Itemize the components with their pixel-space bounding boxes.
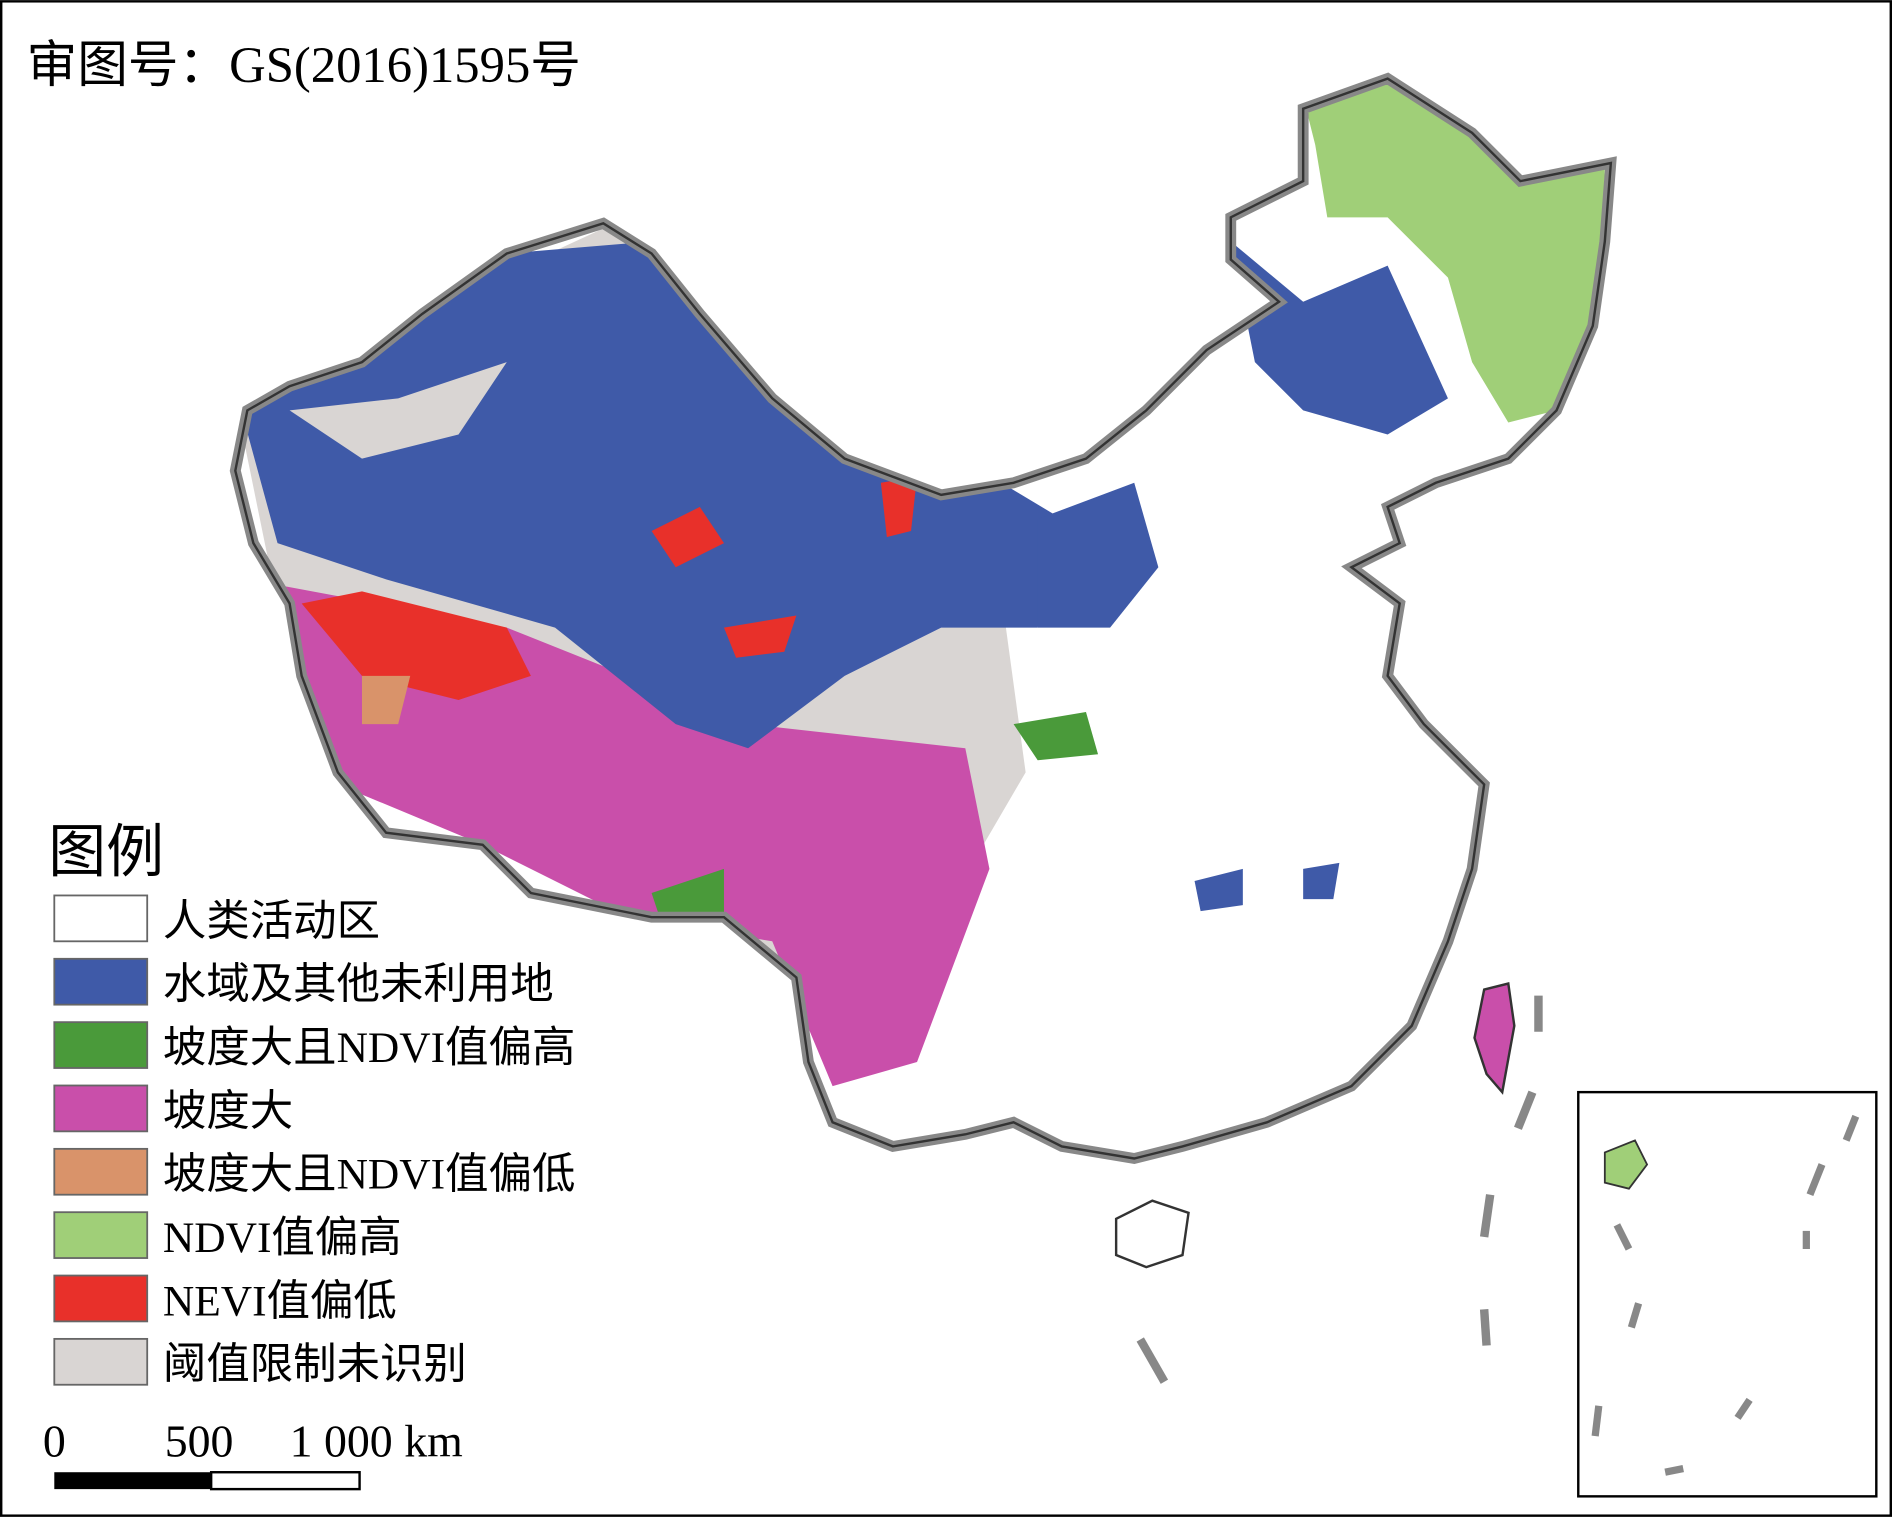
- legend-swatch: [53, 957, 149, 1006]
- taiwan: [1473, 982, 1516, 1095]
- scale-bar-white: [209, 1471, 361, 1491]
- land-class-area: [1230, 241, 1448, 435]
- legend-swatch: [53, 1274, 149, 1323]
- legend-label: 坡度大: [163, 1087, 293, 1135]
- land-class-area: [289, 362, 507, 459]
- inset-hainan: [1603, 1139, 1649, 1190]
- land-class-area: [1013, 712, 1099, 761]
- land-class-area: [247, 579, 990, 1087]
- land-class-area: [241, 241, 1062, 749]
- land-class-area: [301, 591, 531, 700]
- legend-swatch: [53, 1147, 149, 1196]
- land-class-area: [1194, 868, 1243, 912]
- legend-label: 人类活动区: [163, 897, 380, 945]
- legend-swatch: [53, 1021, 149, 1069]
- legend-label: 水域及其他未利用地: [163, 961, 554, 1009]
- legend-label: NDVI值偏高: [163, 1214, 402, 1262]
- nine-dash-line: [1136, 995, 1543, 1384]
- land-class-area: [1303, 84, 1605, 423]
- legend-label: NEVI值偏低: [163, 1277, 397, 1325]
- map-title: 审图号：GS(2016)1595号: [27, 37, 581, 93]
- scale-bar: 0 500 1 000 km: [43, 1416, 463, 1491]
- legend-swatch: [53, 894, 149, 943]
- land-class-area: [1303, 862, 1340, 900]
- scale-label: 0: [43, 1416, 66, 1467]
- scale-bar-black: [54, 1472, 212, 1490]
- legend-label: 坡度大且NDVI值偏高: [163, 1024, 576, 1072]
- land-class-area: [361, 675, 411, 725]
- scale-label: 500: [165, 1416, 234, 1467]
- scale-label: 1 000 km: [290, 1416, 463, 1467]
- inset-dashes: [1591, 1114, 1860, 1476]
- legend-label: 阈值限制未识别: [163, 1341, 467, 1389]
- land-class-area: [723, 615, 797, 658]
- land-class-area: [1037, 482, 1159, 628]
- land-class-area: [651, 506, 724, 568]
- legend-swatch: [53, 1337, 149, 1386]
- hainan: [1114, 1199, 1190, 1269]
- legend-swatch: [53, 1084, 149, 1133]
- legend-swatch: [53, 1211, 149, 1259]
- legend-label: 坡度大且NDVI值偏低: [163, 1151, 576, 1199]
- legend-title: 图例: [48, 819, 164, 884]
- land-class-area: [880, 476, 918, 538]
